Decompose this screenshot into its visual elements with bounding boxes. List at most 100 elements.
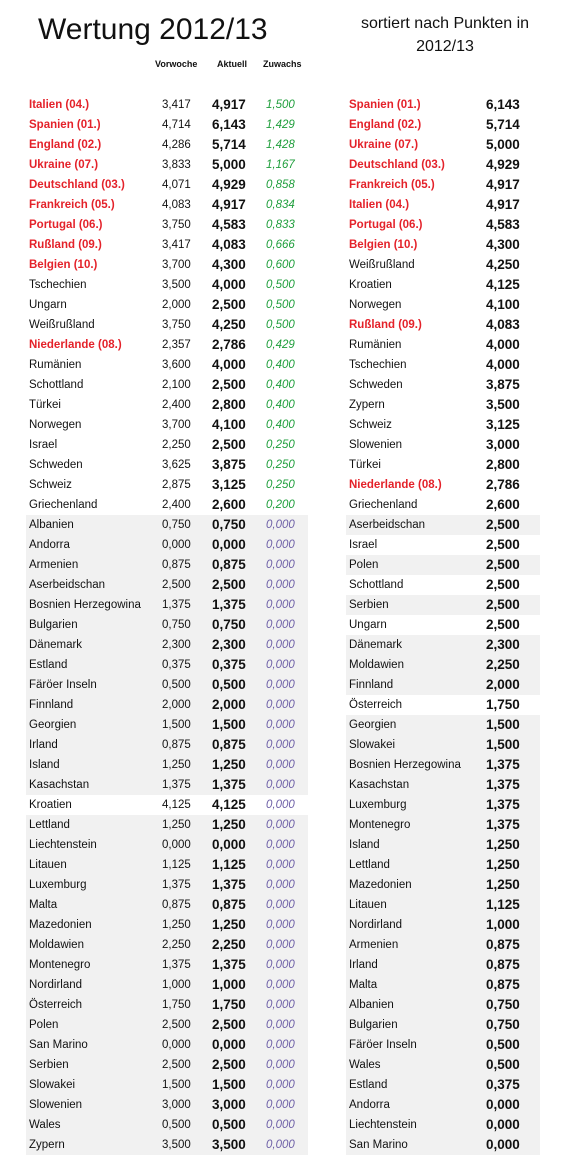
table-row: Bosnien Herzegowina 1,375 1,375 0,000 bbox=[26, 595, 308, 615]
country-name: Norwegen bbox=[29, 419, 82, 431]
country-name: Finnland bbox=[29, 699, 74, 711]
previous-week-value: 3,833 bbox=[162, 159, 191, 171]
table-row: Litauen 1,125 1,125 0,000 bbox=[26, 855, 308, 875]
country-name: Malta bbox=[349, 979, 378, 991]
previous-week-value: 3,500 bbox=[162, 1139, 191, 1151]
gain-value: 0,500 bbox=[266, 299, 295, 311]
country-name: Aserbeidschan bbox=[349, 519, 426, 531]
previous-week-value: 2,100 bbox=[162, 379, 191, 391]
table-row: Luxemburg 1,375 bbox=[346, 795, 540, 815]
table-row: Serbien 2,500 2,500 0,000 bbox=[26, 1055, 308, 1075]
table-row: Zypern 3,500 bbox=[346, 395, 540, 415]
table-row: Slowakei 1,500 1,500 0,000 bbox=[26, 1075, 308, 1095]
current-value: 3,500 bbox=[212, 1137, 246, 1152]
gain-value: 0,834 bbox=[266, 199, 295, 211]
country-name: Rußland (09.) bbox=[29, 239, 102, 251]
table-row: Italien (04.) 4,917 bbox=[346, 195, 540, 215]
previous-week-value: 3,417 bbox=[162, 239, 191, 251]
table-row: Belgien (10.) 4,300 bbox=[346, 235, 540, 255]
current-value: 4,250 bbox=[212, 317, 246, 332]
points-value: 4,250 bbox=[486, 257, 520, 272]
gain-value: 0,250 bbox=[266, 439, 295, 451]
current-value: 2,500 bbox=[212, 297, 246, 312]
table-row: Polen 2,500 bbox=[346, 555, 540, 575]
country-name: Ungarn bbox=[29, 299, 67, 311]
country-name: Israel bbox=[29, 439, 58, 451]
current-value: 2,800 bbox=[212, 397, 246, 412]
previous-week-value: 3,000 bbox=[162, 1099, 191, 1111]
previous-week-value: 0,750 bbox=[162, 519, 191, 531]
previous-week-value: 0,500 bbox=[162, 1119, 191, 1131]
previous-week-value: 4,083 bbox=[162, 199, 191, 211]
table-row: Liechtenstein 0,000 bbox=[346, 1115, 540, 1135]
table-row: Türkei 2,400 2,800 0,400 bbox=[26, 395, 308, 415]
subtitle-line-2: 2012/13 bbox=[416, 38, 474, 55]
table-row: Lettland 1,250 1,250 0,000 bbox=[26, 815, 308, 835]
table-row: Schweiz 2,875 3,125 0,250 bbox=[26, 475, 308, 495]
country-name: Mazedonien bbox=[349, 879, 412, 891]
country-name: Bosnien Herzegowina bbox=[349, 759, 461, 771]
table-row: Slowakei 1,500 bbox=[346, 735, 540, 755]
current-value: 2,500 bbox=[212, 377, 246, 392]
country-name: Rumänien bbox=[349, 339, 402, 351]
current-value: 4,583 bbox=[212, 217, 246, 232]
points-value: 4,100 bbox=[486, 297, 520, 312]
current-value: 2,250 bbox=[212, 937, 246, 952]
country-name: Israel bbox=[349, 539, 378, 551]
table-row: Belgien (10.) 3,700 4,300 0,600 bbox=[26, 255, 308, 275]
header-prev: Vorwoche bbox=[155, 59, 198, 69]
country-name: Norwegen bbox=[349, 299, 402, 311]
previous-week-value: 0,875 bbox=[162, 739, 191, 751]
country-name: Nordirland bbox=[349, 919, 403, 931]
table-row: Lettland 1,250 bbox=[346, 855, 540, 875]
points-value: 1,375 bbox=[486, 757, 520, 772]
points-value: 0,000 bbox=[486, 1117, 520, 1132]
country-name: Dänemark bbox=[29, 639, 83, 651]
current-value: 2,500 bbox=[212, 437, 246, 452]
current-value: 0,000 bbox=[212, 837, 246, 852]
country-name: Schweden bbox=[349, 379, 403, 391]
table-row: Georgien 1,500 bbox=[346, 715, 540, 735]
previous-week-value: 2,875 bbox=[162, 479, 191, 491]
points-value: 1,375 bbox=[486, 817, 520, 832]
table-row: Nordirland 1,000 1,000 0,000 bbox=[26, 975, 308, 995]
table-row: Spanien (01.) 4,714 6,143 1,429 bbox=[26, 115, 308, 135]
country-name: Finnland bbox=[349, 679, 394, 691]
country-name: Italien (04.) bbox=[29, 99, 90, 111]
gain-value: 0,000 bbox=[266, 679, 295, 691]
current-value: 3,000 bbox=[212, 1097, 246, 1112]
country-name: Georgien bbox=[29, 719, 77, 731]
country-name: Dänemark bbox=[349, 639, 403, 651]
gain-value: 0,833 bbox=[266, 219, 295, 231]
country-name: Bosnien Herzegowina bbox=[29, 599, 141, 611]
table-row: Rumänien 3,600 4,000 0,400 bbox=[26, 355, 308, 375]
country-name: Serbien bbox=[349, 599, 389, 611]
table-row: Weißrußland 3,750 4,250 0,500 bbox=[26, 315, 308, 335]
table-row: Moldawien 2,250 2,250 0,000 bbox=[26, 935, 308, 955]
gain-value: 1,429 bbox=[266, 119, 295, 131]
points-value: 3,000 bbox=[486, 437, 520, 452]
points-value: 0,000 bbox=[486, 1137, 520, 1152]
table-row: Slowenien 3,000 bbox=[346, 435, 540, 455]
gain-value: 0,000 bbox=[266, 599, 295, 611]
points-value: 0,500 bbox=[486, 1057, 520, 1072]
country-name: Kasachstan bbox=[349, 779, 410, 791]
previous-week-value: 0,000 bbox=[162, 1039, 191, 1051]
country-name: Slowenien bbox=[29, 1099, 83, 1111]
gain-value: 0,400 bbox=[266, 399, 295, 411]
header-gain: Zuwachs bbox=[263, 59, 302, 69]
table-row: Finnland 2,000 2,000 0,000 bbox=[26, 695, 308, 715]
previous-week-value: 2,000 bbox=[162, 699, 191, 711]
previous-week-value: 4,714 bbox=[162, 119, 191, 131]
points-value: 4,929 bbox=[486, 157, 520, 172]
country-name: Türkei bbox=[349, 459, 381, 471]
points-value: 4,125 bbox=[486, 277, 520, 292]
country-name: Belgien (10.) bbox=[349, 239, 418, 251]
country-name: Färöer Inseln bbox=[29, 679, 97, 691]
previous-week-value: 1,125 bbox=[162, 859, 191, 871]
country-name: Lettland bbox=[29, 819, 70, 831]
current-value: 0,000 bbox=[212, 537, 246, 552]
gain-value: 1,167 bbox=[266, 159, 295, 171]
table-row: Bulgarien 0,750 0,750 0,000 bbox=[26, 615, 308, 635]
table-row: Georgien 1,500 1,500 0,000 bbox=[26, 715, 308, 735]
